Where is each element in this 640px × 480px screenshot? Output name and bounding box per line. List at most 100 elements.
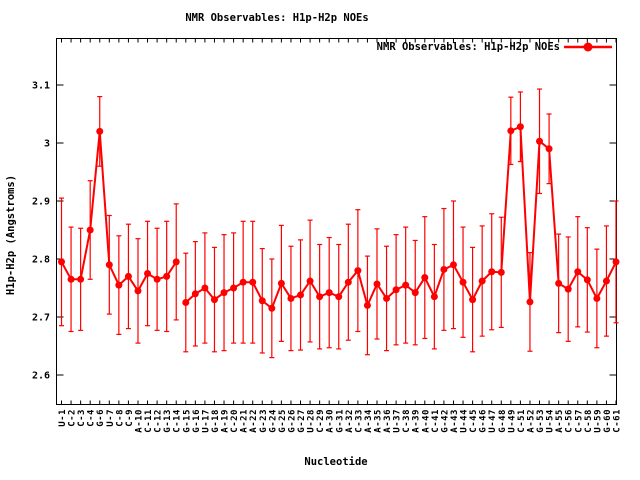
- plot-frame: [56, 38, 617, 405]
- x-tick-label: C-2: [68, 409, 78, 427]
- x-tick-label: U-28: [307, 409, 317, 433]
- data-point-marker: [201, 284, 209, 292]
- x-tick-label: C-3: [77, 409, 87, 427]
- x-tick-label: A-19: [221, 409, 231, 433]
- x-tick-label: C-20: [230, 409, 240, 433]
- data-point-marker: [497, 268, 505, 276]
- data-point-marker: [134, 287, 142, 295]
- data-point-marker: [287, 294, 295, 302]
- data-point-marker: [564, 285, 572, 293]
- data-point-marker: [191, 290, 199, 298]
- x-tick-label: C-29: [316, 409, 326, 433]
- data-point-marker: [335, 293, 343, 301]
- data-point-marker: [373, 280, 381, 288]
- data-point-marker: [421, 274, 429, 282]
- data-line-segment: [185, 125, 617, 310]
- x-tick-label: U-17: [201, 409, 211, 433]
- data-point-marker: [258, 297, 266, 305]
- y-tick-label: 2.6: [32, 371, 50, 382]
- data-point-marker: [182, 299, 190, 306]
- data-point-marker: [526, 298, 534, 306]
- data-point-marker: [77, 275, 85, 283]
- data-point-marker: [153, 275, 161, 283]
- data-point-marker: [163, 272, 171, 280]
- x-tick-label: G-25: [278, 409, 288, 433]
- data-point-marker: [602, 277, 610, 285]
- x-tick-label: C-41: [431, 409, 441, 433]
- data-point-marker: [430, 293, 438, 301]
- data-point-marker: [124, 272, 132, 280]
- x-tick-label: A-34: [364, 409, 374, 433]
- data-point-marker: [440, 265, 448, 273]
- x-tick-label: G-26: [287, 409, 297, 433]
- data-point-marker: [67, 275, 75, 283]
- x-tick-label: G-18: [211, 409, 221, 433]
- data-point-marker: [555, 279, 563, 287]
- data-point-marker: [583, 276, 591, 284]
- data-point-marker: [105, 261, 113, 269]
- data-point-marker: [239, 278, 247, 286]
- x-tick-label: G-16: [192, 409, 202, 433]
- x-tick-label: G-15: [182, 409, 192, 433]
- data-point-marker: [96, 127, 104, 135]
- x-tick-label: C-56: [565, 409, 575, 433]
- y-tick-label: 2.9: [32, 197, 50, 208]
- x-tick-label: U-44: [460, 409, 470, 433]
- x-tick-label: C-38: [402, 409, 412, 433]
- x-tick-label: C-58: [584, 409, 594, 433]
- data-point-marker: [86, 226, 94, 234]
- x-tick-label: A-35: [373, 409, 383, 433]
- y-tick-label: 3: [44, 139, 50, 150]
- x-tick-label: A-43: [450, 409, 460, 433]
- data-point-marker: [402, 281, 410, 289]
- data-point-marker: [488, 268, 496, 276]
- data-point-marker: [478, 277, 486, 285]
- x-tick-label: C-12: [154, 409, 164, 433]
- data-point-marker: [459, 278, 467, 286]
- data-point-marker: [411, 289, 419, 297]
- data-point-marker: [593, 294, 601, 302]
- data-point-marker: [172, 258, 180, 266]
- x-tick-label: G-27: [297, 409, 307, 433]
- x-tick-label: G-24: [268, 409, 278, 433]
- data-point-marker: [545, 145, 553, 153]
- data-point-marker: [469, 296, 477, 304]
- data-point-marker: [363, 301, 371, 309]
- x-tick-label: C-8: [115, 409, 125, 427]
- x-tick-label: A-30: [326, 409, 336, 433]
- data-point-marker: [344, 278, 352, 286]
- data-point-marker: [210, 296, 218, 304]
- x-tick-label: G-60: [603, 409, 613, 433]
- x-tick-label: C-4: [87, 409, 97, 427]
- data-point-marker: [392, 286, 400, 294]
- data-point-marker: [220, 289, 228, 297]
- x-tick-label: U-59: [593, 409, 603, 433]
- data-point-marker: [58, 258, 65, 266]
- x-tick-label: C-45: [469, 409, 479, 433]
- data-point-marker: [449, 261, 457, 269]
- x-tick-label: G-31: [335, 409, 345, 433]
- data-point-marker: [383, 294, 391, 302]
- data-point-marker: [316, 293, 324, 301]
- x-tick-label: A-40: [421, 409, 431, 433]
- y-tick-label: 2.8: [32, 255, 50, 266]
- x-tick-label: A-55: [555, 409, 565, 433]
- x-tick-label: A-21: [240, 409, 250, 433]
- x-tick-label: C-11: [144, 409, 154, 433]
- x-tick-label: A-52: [526, 409, 536, 433]
- data-point-marker: [297, 291, 305, 299]
- data-point-marker: [277, 279, 285, 287]
- data-point-marker: [325, 289, 333, 297]
- legend-label: NMR Observables: H1p-H2p NOEs: [376, 41, 560, 53]
- data-point-marker: [306, 277, 314, 285]
- x-tick-label: A-10: [134, 409, 144, 433]
- data-point-marker: [574, 268, 582, 276]
- legend-marker-sample: [583, 42, 593, 52]
- x-tick-label: A-36: [383, 409, 393, 433]
- data-point-marker: [536, 137, 544, 145]
- data-point-marker: [249, 278, 257, 286]
- data-point-marker: [115, 281, 123, 289]
- x-tick-label: U-7: [106, 409, 116, 427]
- x-tick-label: C-61: [613, 409, 623, 433]
